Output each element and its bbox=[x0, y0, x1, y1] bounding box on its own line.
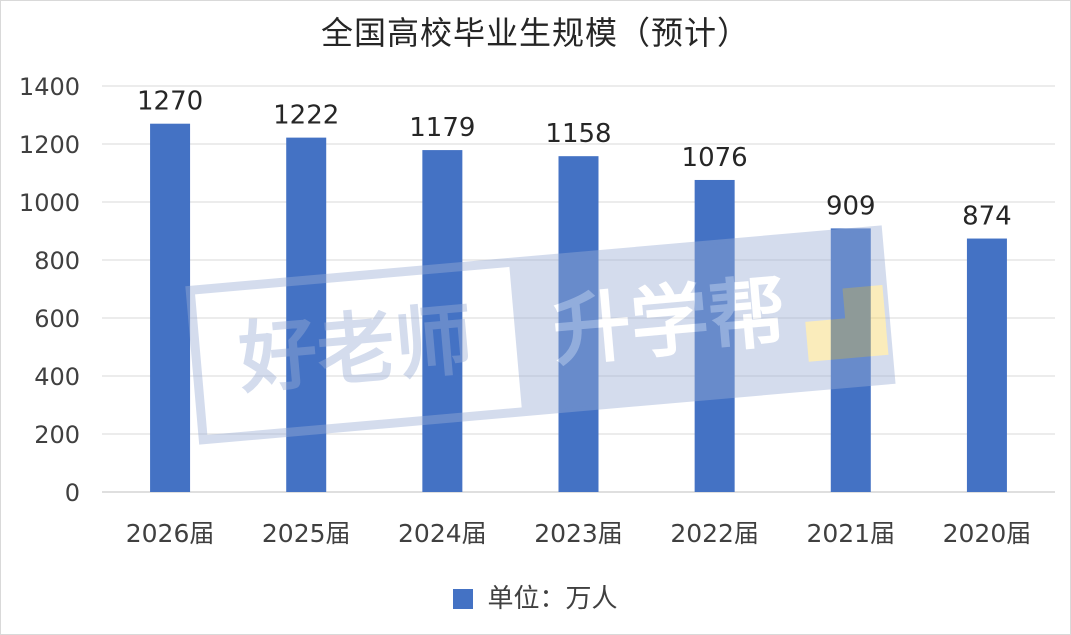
y-tick-label: 1000 bbox=[19, 189, 80, 217]
x-tick-label: 2022届 bbox=[670, 519, 759, 548]
y-tick-label: 200 bbox=[34, 421, 80, 449]
y-tick-label: 800 bbox=[34, 247, 80, 275]
y-tick-label: 600 bbox=[34, 305, 80, 333]
x-tick-label: 2025届 bbox=[262, 519, 351, 548]
legend-swatch bbox=[453, 589, 474, 609]
x-tick-label: 2020届 bbox=[943, 519, 1032, 548]
data-label: 874 bbox=[962, 202, 1012, 232]
x-tick-label: 2026届 bbox=[126, 519, 215, 548]
bar bbox=[422, 150, 463, 492]
data-label: 1179 bbox=[409, 113, 475, 143]
data-labels: 1270 1222 1179 1158 1076 909 874 bbox=[137, 87, 1012, 232]
bar bbox=[150, 123, 191, 492]
bar bbox=[966, 238, 1007, 492]
y-tick-label: 400 bbox=[34, 363, 80, 391]
data-label: 909 bbox=[826, 191, 876, 221]
bar bbox=[286, 137, 327, 492]
data-label: 1222 bbox=[273, 101, 339, 131]
bar bbox=[694, 179, 735, 492]
x-tick-label: 2021届 bbox=[806, 519, 895, 548]
x-tick-label: 2024届 bbox=[398, 519, 487, 548]
bars bbox=[150, 123, 1007, 492]
data-label: 1270 bbox=[137, 87, 203, 117]
data-label: 1076 bbox=[682, 143, 748, 173]
y-axis-ticks: 0 200 400 600 800 1000 1200 1400 bbox=[19, 73, 80, 507]
y-tick-label: 0 bbox=[65, 479, 80, 507]
x-tick-label: 2023届 bbox=[534, 519, 623, 548]
bar bbox=[830, 228, 871, 492]
chart-title: 全国高校毕业生规模（预计） bbox=[320, 14, 750, 52]
x-axis-ticks: 2026届 2025届 2024届 2023届 2022届 2021届 2020届 bbox=[126, 519, 1031, 548]
data-label: 1158 bbox=[545, 119, 611, 149]
y-tick-label: 1400 bbox=[19, 73, 80, 101]
legend: 单位：万人 bbox=[0, 578, 1071, 615]
bar bbox=[558, 156, 599, 492]
legend-label: 单位：万人 bbox=[487, 584, 618, 614]
y-tick-label: 1200 bbox=[19, 131, 80, 159]
